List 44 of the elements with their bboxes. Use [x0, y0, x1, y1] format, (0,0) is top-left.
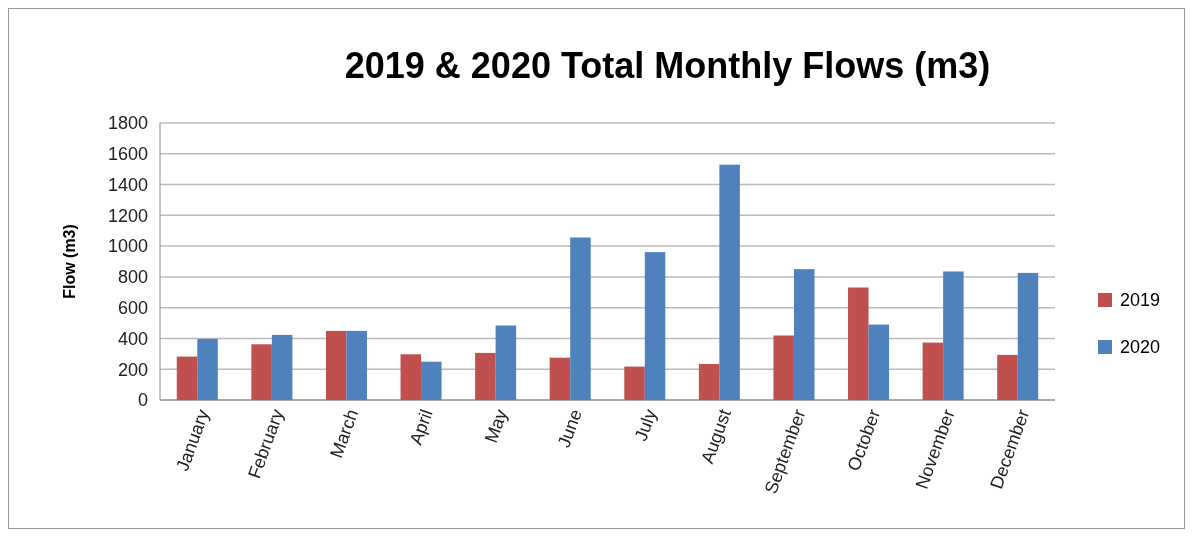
y-tick-label: 800 — [117, 267, 148, 288]
bar — [773, 335, 794, 400]
chart-title: 2019 & 2020 Total Monthly Flows (m3) — [344, 45, 991, 86]
bar — [421, 361, 442, 400]
bar — [251, 344, 272, 400]
x-tick-label: July — [630, 406, 661, 444]
y-tick-label: 1200 — [107, 205, 148, 226]
bar — [698, 363, 720, 400]
bar — [719, 164, 740, 400]
bar — [325, 330, 347, 400]
bar — [997, 354, 1018, 400]
bar — [943, 271, 964, 400]
x-tick-label: May — [480, 406, 512, 446]
bar — [1017, 272, 1039, 400]
y-tick-label: 1800 — [107, 113, 148, 134]
bar — [644, 252, 666, 400]
y-tick-label: 1400 — [107, 174, 148, 195]
bar — [197, 338, 218, 400]
bar — [793, 269, 815, 400]
y-tick-label: 400 — [117, 328, 148, 349]
bar — [271, 334, 293, 400]
bar — [346, 330, 367, 400]
y-tick-label: 600 — [117, 297, 148, 318]
y-tick-label: 1600 — [107, 144, 148, 165]
y-axis-title: Flow (m3) — [61, 224, 78, 299]
x-tick-label: June — [553, 406, 586, 451]
bar — [848, 287, 869, 400]
bar — [475, 352, 496, 400]
bar — [570, 237, 591, 400]
bar — [868, 324, 890, 400]
y-tick-label: 0 — [137, 390, 148, 411]
bar — [624, 366, 645, 400]
bar — [400, 354, 422, 400]
bar — [922, 342, 944, 400]
bar — [495, 325, 517, 400]
bar — [176, 356, 198, 400]
legend-label: 2019 — [1120, 290, 1161, 311]
y-tick-label: 200 — [117, 359, 148, 380]
x-tick-label: March — [326, 406, 363, 461]
y-tick-label: 1000 — [107, 236, 148, 257]
x-tick-label: August — [697, 406, 736, 467]
legend-label: 2020 — [1120, 337, 1161, 358]
x-tick-label: April — [405, 406, 437, 448]
bar — [549, 357, 571, 400]
